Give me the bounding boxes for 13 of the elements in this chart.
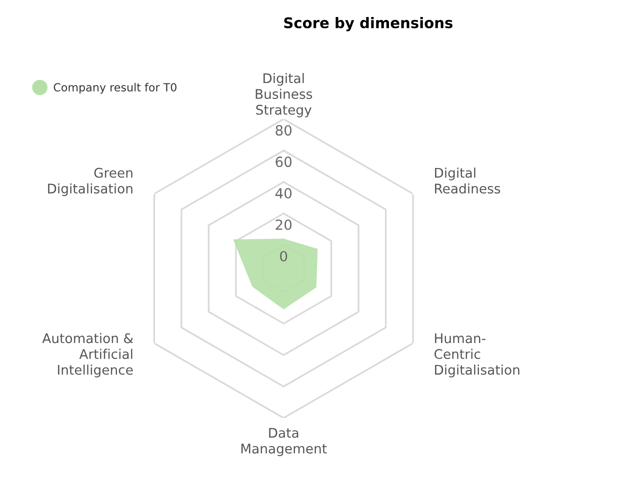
spoke-label: Data Management	[241, 428, 327, 456]
y-tick-label: 80	[276, 125, 292, 136]
chart-title: Score by dimensions	[284, 17, 452, 32]
spoke-label: Human- Centric Digitalisation	[434, 333, 520, 378]
y-tick-label: 20	[276, 219, 292, 230]
spoke-label: Automation & Artificial Intelligence	[42, 333, 134, 378]
y-tick-label: 0	[280, 250, 288, 262]
y-tick-label: 40	[275, 188, 292, 199]
spoke-label: Green Digitalisation	[48, 168, 132, 196]
spoke-label: Digital Business Strategy	[256, 72, 312, 118]
legend-label: Company result for T0	[54, 82, 176, 94]
spoke-label: Digital Readiness	[435, 168, 500, 194]
y-tick-label: 60	[276, 156, 292, 168]
